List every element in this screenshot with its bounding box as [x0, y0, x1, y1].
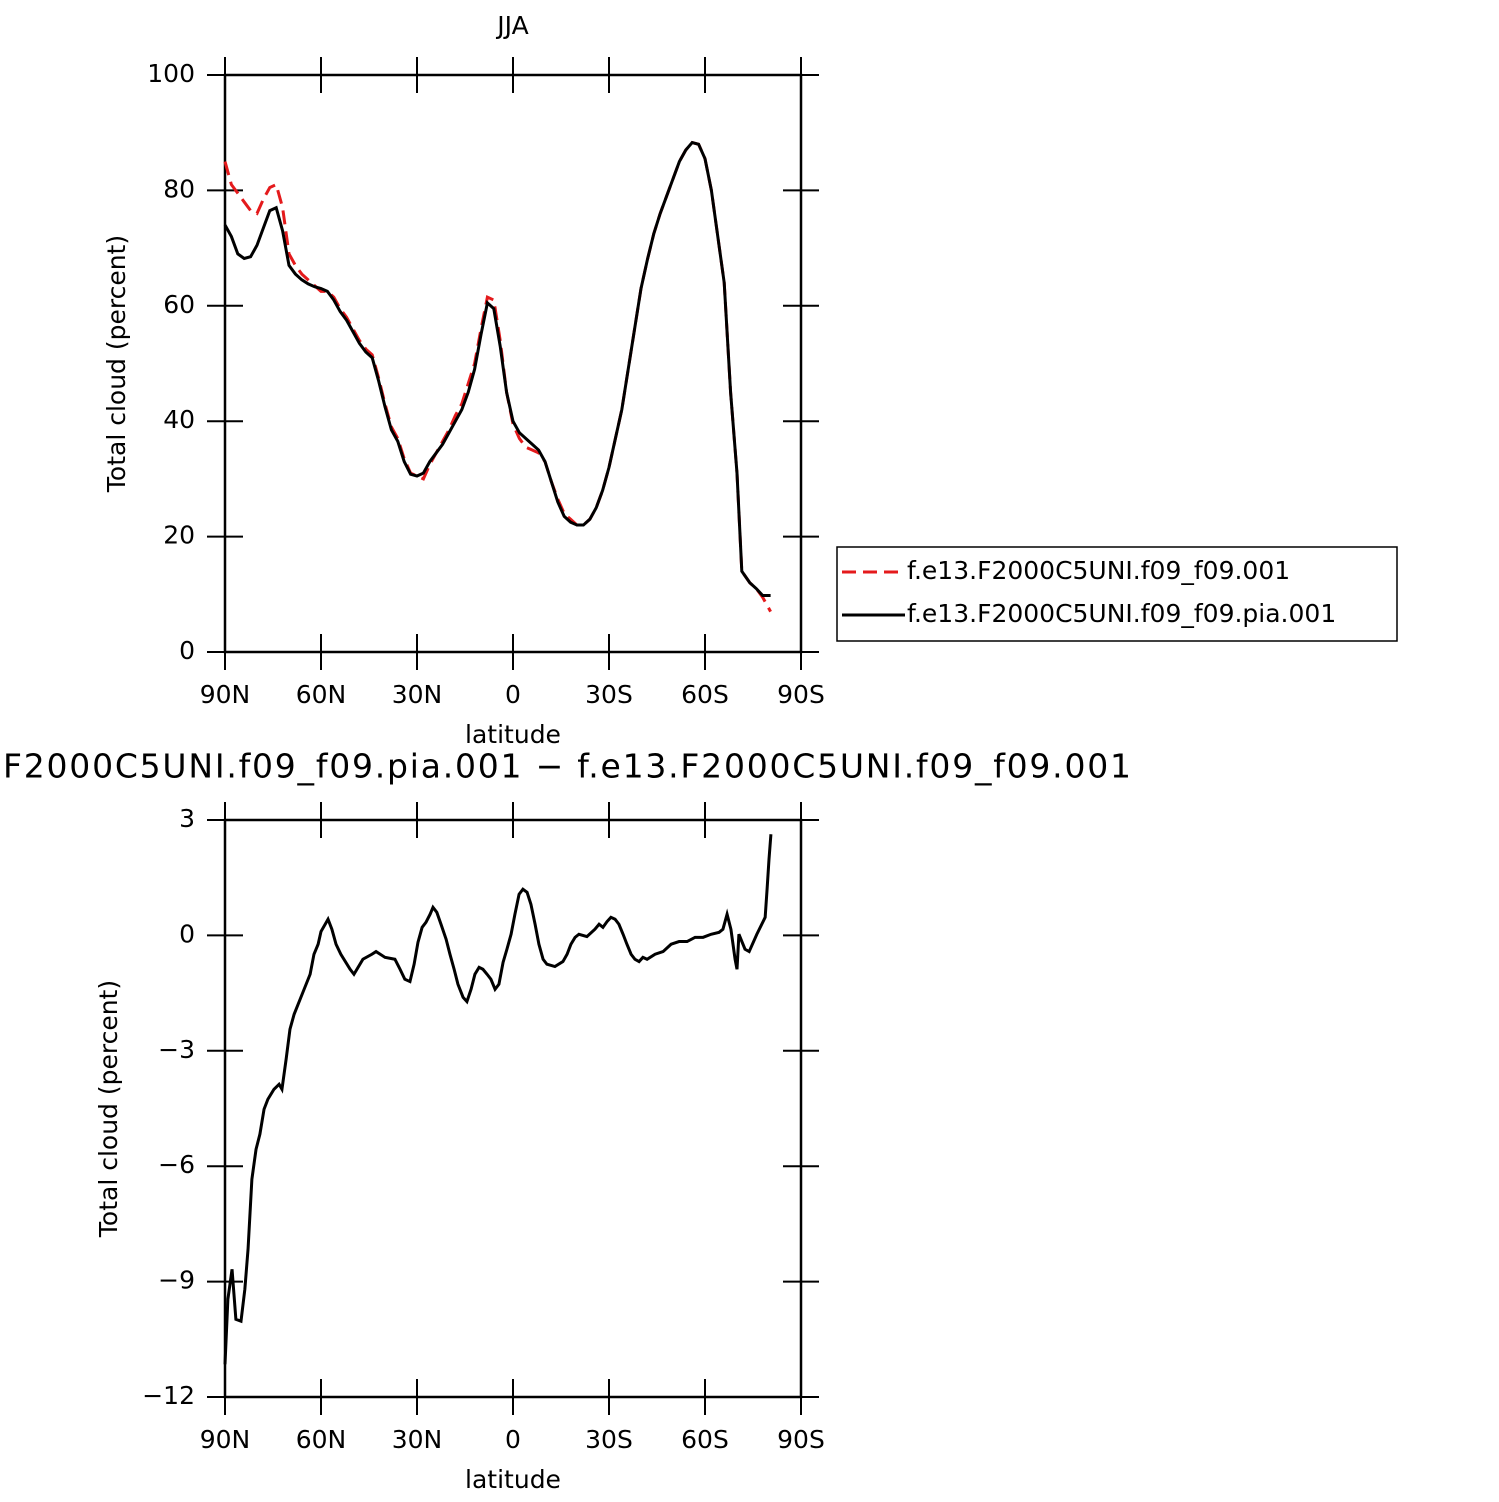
legend-box	[836, 546, 1398, 642]
x-tick-label: 90N	[200, 680, 251, 709]
x-tick-label: 90N	[200, 1425, 251, 1454]
legend-label: f.e13.F2000C5UNI.f09_f09.pia.001	[907, 599, 1336, 628]
plot-frame	[223, 73, 803, 654]
x-tick-label: 30N	[392, 1425, 443, 1454]
x-tick-label: 60N	[296, 1425, 347, 1454]
x-tick-label: 60S	[681, 1425, 729, 1454]
y-tick-label: −3	[158, 1035, 195, 1064]
x-tick-label: 30S	[585, 1425, 633, 1454]
data-line	[223, 140, 772, 613]
y-axis-label: Total cloud (percent)	[94, 980, 123, 1238]
y-tick-label: 0	[179, 919, 195, 948]
y-tick-label: 0	[179, 636, 195, 665]
x-tick-label: 0	[505, 680, 521, 709]
y-tick-label: 20	[163, 521, 195, 550]
chart-title: F2000C5UNI.f09_f09.pia.001 − f.e13.F2000…	[3, 747, 1131, 786]
y-tick-label: −9	[158, 1266, 195, 1295]
x-tick-label: 30S	[585, 680, 633, 709]
y-tick-label: 60	[163, 290, 195, 319]
plot-frame	[223, 818, 803, 1399]
legend-label: f.e13.F2000C5UNI.f09_f09.001	[907, 556, 1290, 585]
data-line	[223, 140, 771, 597]
y-tick-label: 40	[163, 405, 195, 434]
x-axis-label: latitude	[465, 1465, 561, 1494]
y-tick-label: 3	[179, 804, 195, 833]
x-tick-label: 60N	[296, 680, 347, 709]
y-tick-label: −6	[158, 1150, 195, 1179]
x-tick-label: 30N	[392, 680, 443, 709]
x-tick-label: 60S	[681, 680, 729, 709]
data-line	[223, 834, 773, 1365]
x-tick-label: 90S	[777, 680, 825, 709]
y-tick-label: 80	[163, 174, 195, 203]
x-axis-label: latitude	[465, 720, 561, 749]
y-tick-label: −12	[142, 1381, 195, 1410]
x-tick-label: 90S	[777, 1425, 825, 1454]
chart-title: JJA	[495, 11, 528, 40]
y-tick-label: 100	[147, 59, 195, 88]
y-axis-label: Total cloud (percent)	[102, 235, 131, 493]
x-tick-label: 0	[505, 1425, 521, 1454]
